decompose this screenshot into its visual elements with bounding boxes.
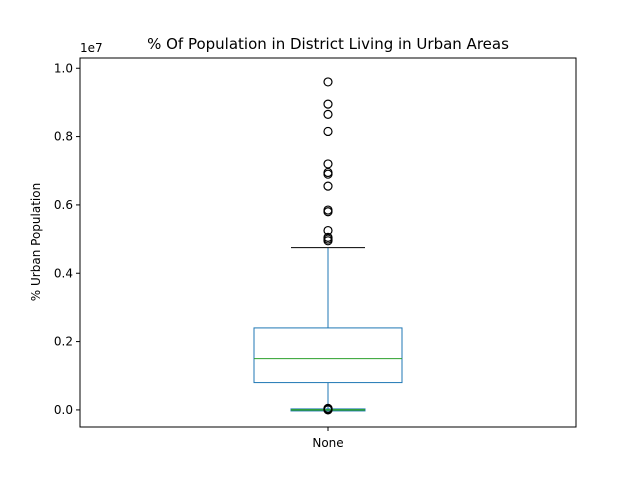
box-iqr [253, 327, 403, 384]
outlier-point [323, 232, 333, 242]
y-axis-label: % Urban Population [29, 183, 43, 301]
outlier-point [323, 77, 333, 87]
y-tick-label: 0.0 [54, 403, 73, 417]
outlier-point [323, 181, 333, 191]
outlier-point [323, 205, 333, 215]
y-tick-label: 0.2 [54, 335, 73, 349]
chart-title: % Of Population in District Living in Ur… [147, 35, 509, 53]
outlier-point [323, 99, 333, 109]
y-scale-offset-label: 1e7 [80, 41, 103, 55]
y-tick-label: 1.0 [54, 61, 73, 75]
outlier-point [323, 159, 333, 169]
x-axis: None [312, 427, 344, 450]
outlier-point [323, 225, 333, 236]
plot-frame [79, 57, 577, 428]
plot-area [253, 77, 403, 415]
outlier-point [323, 109, 333, 119]
y-tick-label: 0.8 [54, 130, 73, 144]
low-outlier-point [323, 403, 333, 413]
y-tick-label: 0.6 [54, 198, 73, 212]
y-tick-label: 0.4 [54, 266, 73, 280]
y-axis: 0.0 0.2 0.4 0.6 0.8 1.0 [54, 61, 80, 417]
x-tick-label: None [312, 436, 343, 450]
outlier-point [323, 126, 333, 137]
